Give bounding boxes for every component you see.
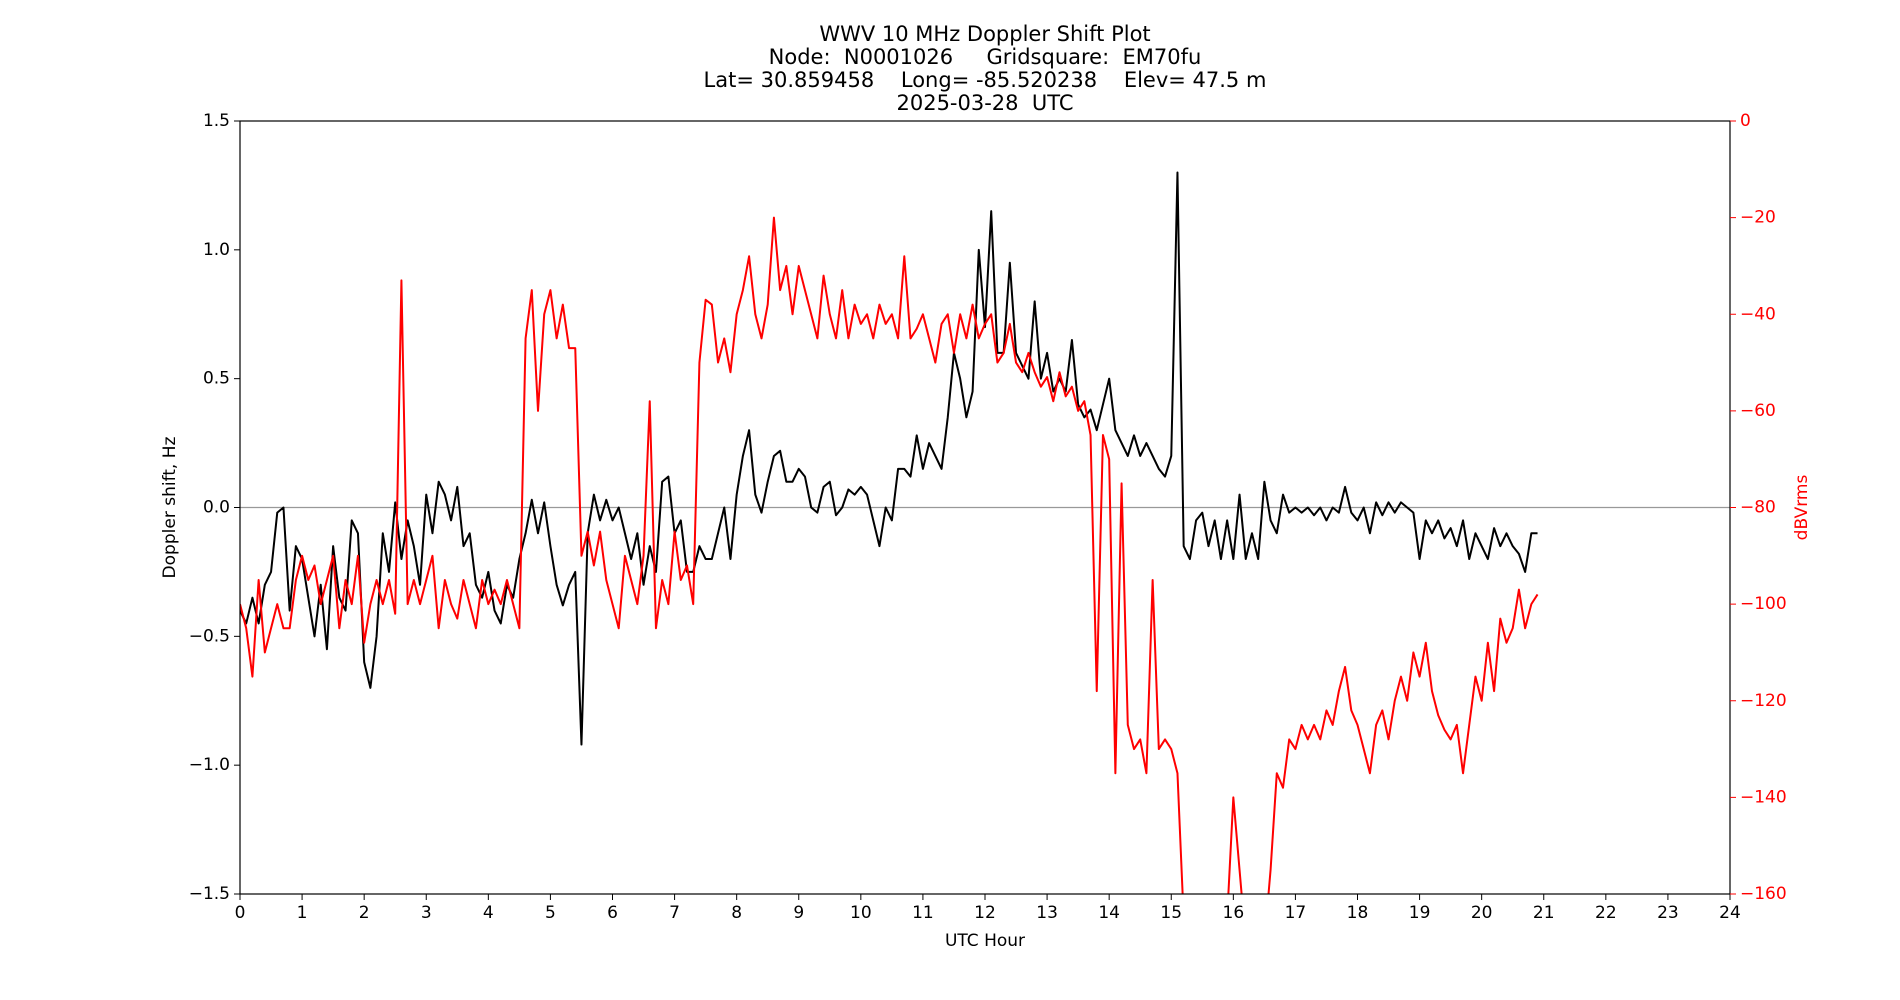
x-tick-label: 17	[1285, 903, 1307, 923]
x-tick-label: 10	[850, 903, 872, 923]
data-line	[240, 216, 1539, 894]
x-tick-label: 12	[974, 903, 996, 923]
x-tick-label: 21	[1533, 903, 1555, 923]
x-tick-label: 19	[1409, 903, 1431, 923]
x-tick-label: 22	[1595, 903, 1617, 923]
x-axis-label: UTC Hour	[945, 931, 1025, 951]
data-line	[240, 171, 1538, 746]
x-tick-label: 7	[669, 903, 680, 923]
y2-tick-label: −40	[1740, 304, 1776, 324]
x-tick-label: 6	[607, 903, 618, 923]
chart-title: WWV 10 MHz Doppler Shift Plot	[819, 22, 1150, 46]
y2-tick-label: −80	[1740, 498, 1776, 518]
x-tick-label: 16	[1223, 903, 1245, 923]
x-tick-label: 4	[483, 903, 494, 923]
x-tick-label: 14	[1098, 903, 1120, 923]
x-tick-label: 5	[545, 903, 556, 923]
y-tick-label: −0.5	[189, 626, 230, 646]
y2-tick-label: −140	[1740, 787, 1787, 807]
y2-tick-label: 0	[1740, 111, 1751, 131]
x-tick-label: 1	[297, 903, 308, 923]
x-tick-label: 3	[421, 903, 432, 923]
chart-title: Lat= 30.859458 Long= -85.520238 Elev= 47…	[704, 68, 1267, 92]
x-tick-label: 0	[235, 903, 246, 923]
x-tick-label: 13	[1036, 903, 1058, 923]
chart-title: Node: N0001026 Gridsquare: EM70fu	[769, 45, 1202, 69]
y-tick-label: −1.5	[189, 884, 230, 904]
plot-area	[240, 171, 1539, 894]
x-tick-label: 9	[793, 903, 804, 923]
chart-title: 2025-03-28 UTC	[896, 91, 1073, 115]
y-tick-label: −1.0	[189, 755, 230, 775]
y-tick-label: 0.5	[203, 369, 230, 389]
y-tick-label: 0.0	[203, 498, 230, 518]
x-tick-label: 15	[1160, 903, 1182, 923]
x-tick-label: 24	[1719, 903, 1741, 923]
x-tick-label: 23	[1657, 903, 1679, 923]
x-tick-label: 20	[1471, 903, 1493, 923]
x-tick-label: 2	[359, 903, 370, 923]
y2-tick-label: −20	[1740, 208, 1776, 228]
y-tick-label: 1.5	[203, 111, 230, 131]
y2-axis-label: dBVrms	[1792, 475, 1812, 541]
x-tick-label: 11	[912, 903, 934, 923]
y2-tick-label: −160	[1740, 884, 1787, 904]
y2-tick-label: −120	[1740, 691, 1787, 711]
y2-tick-label: −100	[1740, 594, 1787, 614]
y-tick-label: 1.0	[203, 240, 230, 260]
y-axis-label: Doppler shift, Hz	[160, 436, 180, 578]
x-tick-label: 18	[1347, 903, 1369, 923]
y2-tick-label: −60	[1740, 401, 1776, 421]
x-tick-label: 8	[731, 903, 742, 923]
